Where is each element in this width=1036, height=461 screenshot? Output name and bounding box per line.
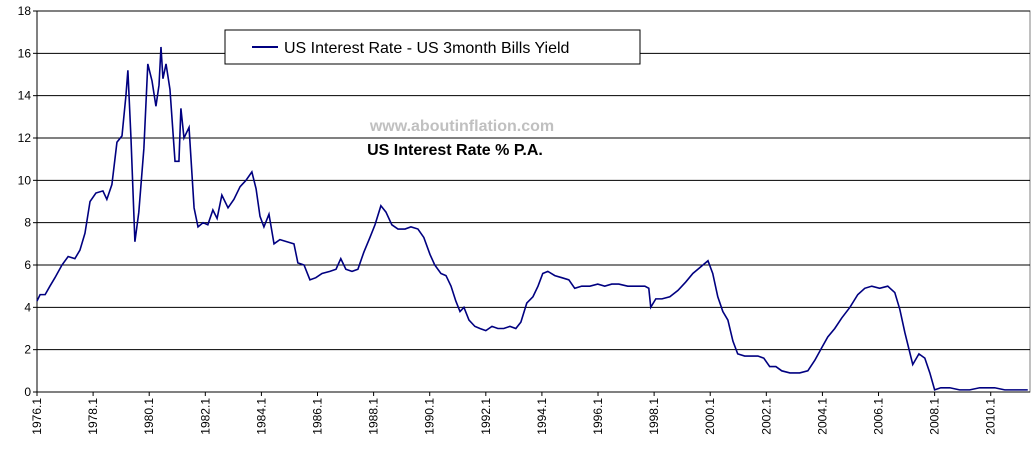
legend-label: US Interest Rate - US 3month Bills Yield	[284, 40, 569, 57]
x-tick-label: 2002.1	[759, 398, 773, 435]
legend-box	[224, 29, 641, 65]
y-tick-label: 16	[18, 46, 32, 60]
y-tick-label: 8	[24, 216, 31, 230]
x-tick-label: 1982.1	[198, 398, 212, 435]
x-tick-label: 1984.1	[254, 398, 268, 435]
x-tick-label: 1980.1	[142, 398, 156, 435]
y-tick-label: 14	[18, 89, 32, 103]
x-tick-label: 1996.1	[591, 398, 605, 435]
x-tick-label: 1998.1	[647, 398, 661, 435]
x-tick-label: 1992.1	[479, 398, 493, 435]
x-tick-label: 1978.1	[86, 398, 100, 435]
x-tick-label: 2010.1	[984, 398, 998, 435]
x-tick-label: 1988.1	[367, 398, 381, 435]
plot-area	[36, 10, 1031, 393]
y-tick-label: 18	[18, 4, 32, 18]
annotation: US Interest Rate % P.A.	[367, 142, 543, 159]
watermark: www.aboutinflation.com	[369, 118, 554, 135]
y-tick-label: 6	[24, 258, 31, 272]
y-tick-label: 10	[18, 173, 32, 187]
x-tick-label: 1990.1	[423, 398, 437, 435]
x-tick-label: 2000.1	[703, 398, 717, 435]
line-series	[36, 46, 1028, 391]
x-tick-label: 1994.1	[535, 398, 549, 435]
x-tick-label: 2006.1	[872, 398, 886, 435]
y-tick-label: 2	[24, 343, 31, 357]
x-tick-label: 2008.1	[928, 398, 942, 435]
y-tick-label: 4	[24, 300, 31, 314]
x-tick-label: 1986.1	[311, 398, 325, 435]
x-tick-label: 1976.1	[30, 398, 44, 435]
y-tick-label: 0	[24, 385, 31, 399]
x-tick-label: 2004.1	[815, 398, 829, 435]
y-tick-label: 12	[18, 131, 32, 145]
